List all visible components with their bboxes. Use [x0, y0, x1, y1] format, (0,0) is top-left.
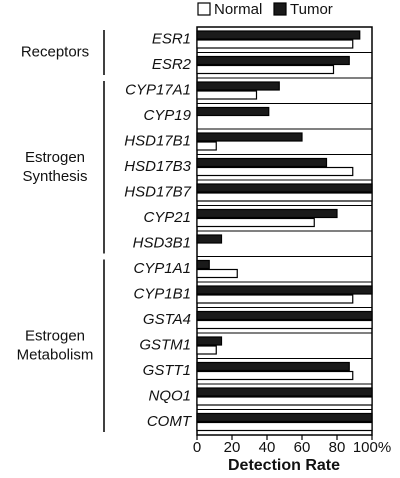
bar: [196, 361, 350, 372]
bar: [196, 387, 373, 397]
bar: [196, 30, 361, 40]
bar: [196, 319, 373, 330]
category-label: HSD17B7: [124, 184, 191, 201]
bar: [196, 141, 217, 151]
bar: [196, 370, 354, 381]
group-label: Estrogen Synthesis: [22, 149, 87, 185]
category-label: CYP19: [143, 107, 191, 124]
x-tick-label: 40: [259, 439, 276, 456]
category-label: CYP17A1: [125, 82, 191, 99]
category-label: HSD17B3: [124, 158, 191, 175]
x-tick-label: 60: [294, 439, 311, 456]
bar: [196, 90, 258, 100]
bar: [196, 106, 270, 117]
category-label: COMT: [147, 413, 193, 430]
x-tick-label: 100%: [353, 439, 391, 456]
category-label: CYP1A1: [133, 260, 191, 277]
bar: [196, 345, 217, 355]
category-label: HSD17B1: [124, 133, 191, 150]
bar: [196, 192, 373, 202]
bar: [196, 234, 223, 244]
category-label: GSTA4: [143, 311, 191, 328]
bar: [196, 336, 223, 346]
group-label: Estrogen Metabolism: [17, 327, 94, 363]
x-tick-label: 80: [329, 439, 346, 456]
bar: [196, 208, 338, 219]
group-label-line: Receptors: [21, 43, 89, 60]
legend-swatch: [197, 2, 211, 16]
group-label-line: Synthesis: [22, 168, 87, 185]
legend-swatch: [273, 2, 287, 16]
bar: [196, 132, 303, 142]
bar: [196, 268, 238, 279]
bar: [196, 217, 315, 228]
group-label-line: Estrogen: [25, 327, 85, 344]
bar: [196, 412, 373, 423]
bar: [196, 157, 328, 168]
group-label-line: Metabolism: [17, 346, 94, 363]
x-tick-label: 20: [224, 439, 241, 456]
group-label: Receptors: [21, 43, 89, 60]
category-label: GSTM1: [139, 337, 191, 354]
bar: [196, 294, 354, 304]
bar: [196, 81, 280, 91]
legend-label: Normal: [214, 1, 262, 18]
group-label-line: Estrogen: [25, 149, 85, 166]
bar: [196, 39, 354, 49]
category-label: ESR1: [152, 31, 191, 48]
category-label: HSD3B1: [133, 235, 191, 252]
bar: [196, 421, 373, 432]
bar: [196, 64, 335, 75]
category-label: GSTT1: [143, 362, 191, 379]
bar: [196, 285, 373, 295]
bar: [196, 259, 210, 270]
category-label: CYP1B1: [133, 286, 191, 303]
category-label: ESR2: [152, 56, 192, 73]
bar: [196, 166, 354, 177]
bar: [196, 183, 373, 193]
bar: [196, 55, 350, 66]
category-label: NQO1: [148, 388, 191, 405]
x-axis-label: Detection Rate: [228, 457, 340, 474]
x-tick-label: 0: [193, 439, 201, 456]
legend-label: Tumor: [290, 1, 333, 18]
bar: [196, 310, 373, 321]
bar: [196, 396, 373, 406]
category-label: CYP21: [143, 209, 191, 226]
